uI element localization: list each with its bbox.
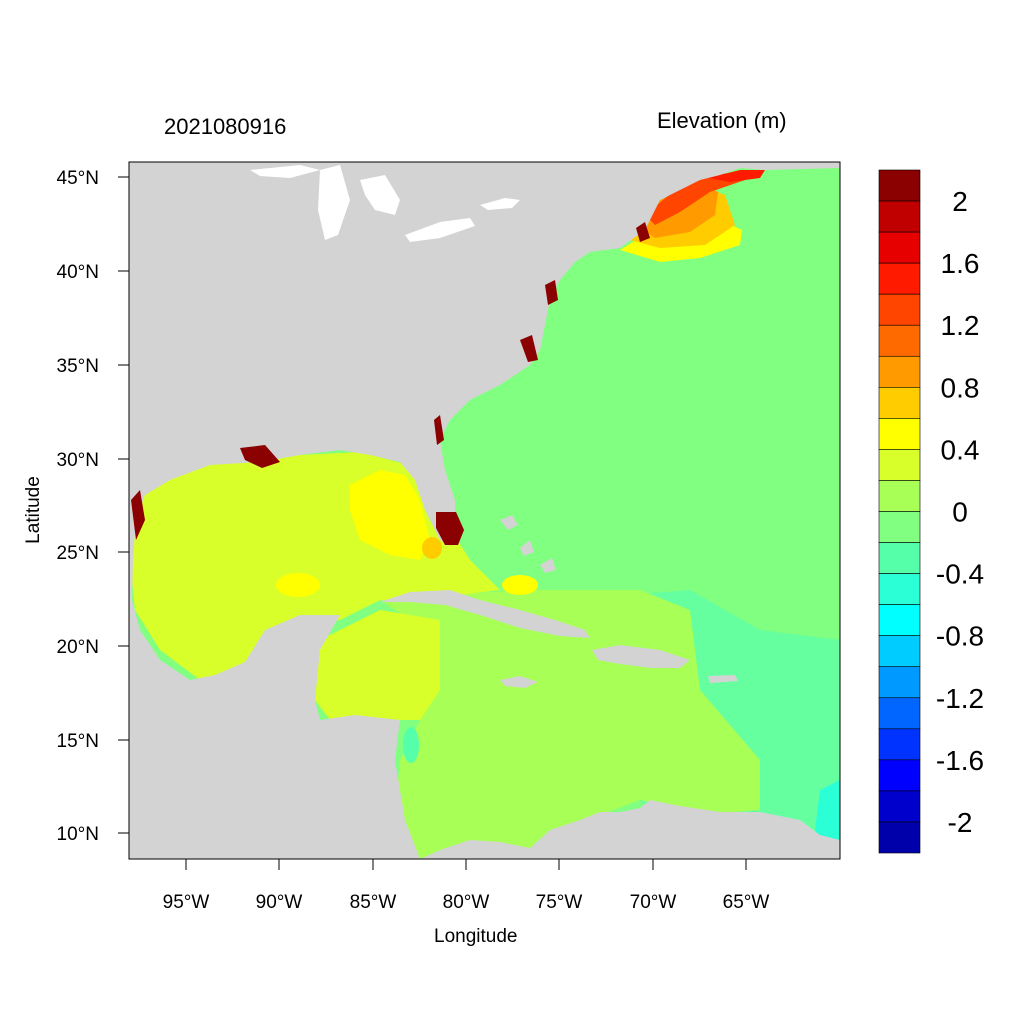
- y-tick-label: 20°N: [57, 637, 99, 658]
- x-axis: 95°W 90°W 85°W 80°W 75°W 70°W 65°W: [163, 859, 770, 913]
- lake-michigan: [318, 165, 350, 240]
- x-tick-label: 75°W: [536, 892, 583, 913]
- y-tick-label: 35°N: [57, 356, 99, 377]
- puerto-rico-land: [708, 675, 738, 683]
- lake-superior: [250, 165, 320, 178]
- y-axis-label: Latitude: [23, 476, 44, 544]
- hispaniola-land: [592, 645, 690, 668]
- colorbar-swatch: [878, 231, 921, 264]
- x-tick-label: 70°W: [630, 892, 677, 913]
- colorbar-swatch: [878, 293, 921, 326]
- lake-ontario: [480, 198, 520, 210]
- cape-cod-inundation: [636, 222, 650, 242]
- map-frame: [128, 161, 841, 860]
- colorbar-label: 1.2: [941, 310, 980, 341]
- colorbar-label: -2: [948, 807, 973, 838]
- colorbar-swatch: [878, 604, 921, 636]
- colorbar-swatch: [878, 666, 921, 699]
- colorbar-swatch: [878, 759, 921, 792]
- x-axis-label: Longitude: [434, 926, 518, 947]
- colorbar-swatch: [878, 480, 921, 512]
- colorbar-label: -1.6: [936, 745, 984, 776]
- y-tick-label: 25°N: [57, 543, 99, 564]
- colorbar-swatch: [878, 573, 921, 605]
- colorbar-swatch: [878, 697, 921, 730]
- map-variable-title: Elevation (m): [657, 108, 787, 133]
- cuba-land: [380, 590, 590, 638]
- gulf-of-maine-surge-core: [645, 172, 745, 225]
- colorbar-swatch: [878, 449, 921, 481]
- y-tick-label: 40°N: [57, 262, 99, 283]
- bahamas-land: [500, 515, 556, 573]
- belize-waters: [315, 610, 440, 720]
- map-timestamp-title: 2021080916: [164, 114, 287, 139]
- colorbar-swatch: [878, 387, 921, 419]
- colorbar-swatch: [878, 542, 921, 574]
- colorbar-label: -0.4: [936, 559, 984, 590]
- honduras-low: [403, 727, 419, 763]
- y-tick-label: 45°N: [57, 168, 99, 189]
- colorbar-swatch: [878, 790, 921, 823]
- georgia-inundation: [434, 415, 444, 445]
- central-gulf-surge: [276, 573, 320, 597]
- x-tick-label: 65°W: [723, 892, 770, 913]
- colorbar-swatch: [878, 324, 921, 357]
- x-tick-label: 80°W: [443, 892, 490, 913]
- y-tick-label: 15°N: [57, 731, 99, 752]
- x-tick-label: 90°W: [256, 892, 303, 913]
- lake-erie: [405, 218, 475, 242]
- colorbar-swatch: [878, 821, 921, 854]
- bay-of-fundy-surge: [708, 170, 765, 182]
- y-tick-label: 30°N: [57, 450, 99, 471]
- west-florida-surge: [350, 470, 430, 560]
- colorbar-swatch: [878, 169, 921, 202]
- colorbar-label: -0.8: [936, 621, 984, 652]
- colorbar: 2 1.6 1.2 0.8 0.4 0 -0.4 -0.8 -1.2 -1.6 -2: [878, 169, 984, 854]
- carolina-inundation: [520, 335, 538, 362]
- colorbar-label: 0.8: [941, 372, 980, 403]
- y-axis: 45°N 40°N 35°N 30°N 25°N 20°N 15°N 10°N: [57, 168, 129, 845]
- colorbar-label: 1.6: [941, 248, 980, 279]
- louisiana-inundation: [240, 445, 280, 468]
- texas-inundation: [131, 490, 145, 540]
- colorbar-label: 2: [952, 186, 968, 217]
- colorbar-label: 0: [952, 497, 968, 528]
- colorbar-swatch: [878, 200, 921, 233]
- lake-huron: [360, 175, 400, 215]
- south-florida-inundation: [436, 512, 464, 545]
- x-tick-label: 85°W: [350, 892, 397, 913]
- x-tick-label: 95°W: [163, 892, 210, 913]
- map-panel: [129, 162, 840, 859]
- chesapeake-inundation: [545, 280, 558, 305]
- colorbar-swatch: [878, 355, 921, 388]
- y-tick-label: 10°N: [57, 824, 99, 845]
- colorbar-swatch: [878, 262, 921, 295]
- north-america-land: [129, 162, 840, 859]
- colorbar-label: -1.2: [936, 683, 984, 714]
- colorbar-label: 0.4: [941, 434, 980, 465]
- colorbar-swatch: [878, 635, 921, 668]
- bahamas-surge: [502, 575, 538, 595]
- florida-keys-surge: [422, 537, 442, 559]
- colorbar-swatch: [878, 418, 921, 450]
- colorbar-swatch: [878, 511, 921, 543]
- south-america-land: [420, 800, 840, 859]
- colorbar-swatch: [878, 728, 921, 761]
- jamaica-land: [500, 676, 538, 688]
